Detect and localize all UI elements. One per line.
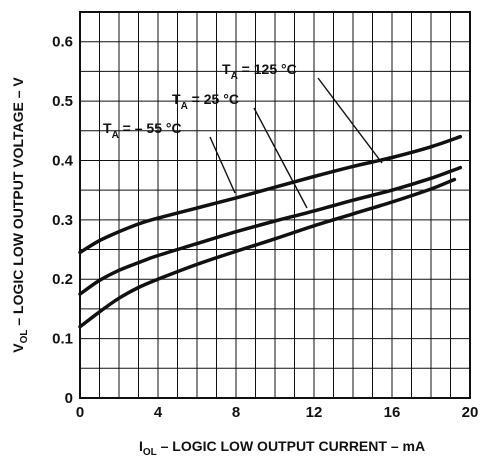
y-axis-title-main: V	[10, 343, 26, 353]
series-annotation-1: TA = 125 °C	[222, 61, 297, 82]
annotation-leader-3	[209, 136, 236, 194]
grid	[79, 11, 471, 399]
x-tick-label: 8	[232, 404, 240, 421]
annotation-leader-1	[317, 77, 383, 164]
x-axis-title-sub: OL	[143, 447, 157, 458]
x-tick-label: 16	[384, 404, 401, 421]
series-layer	[78, 134, 463, 329]
y-tick-label: 0.1	[52, 331, 73, 348]
plot-frame	[79, 11, 471, 399]
x-tick-label: 0	[76, 404, 84, 421]
series-line-2	[78, 165, 463, 296]
y-tick-label: 0.2	[52, 271, 73, 288]
x-tick-label: 4	[154, 404, 163, 421]
x-axis-title-rest: – LOGIC LOW OUTPUT CURRENT – mA	[157, 438, 425, 454]
x-axis-title: IOL – LOGIC LOW OUTPUT CURRENT – mA	[139, 438, 425, 458]
annotation-prefix: T	[222, 61, 231, 77]
annotation-subscript: A	[112, 130, 119, 141]
annotation-rest: = – 55 °C	[119, 120, 182, 136]
series-annotation-2: TA = 25 °C	[172, 91, 239, 112]
series-annotation-3: TA = – 55 °C	[103, 120, 182, 141]
y-tick-label: 0.5	[52, 93, 73, 110]
annotation-rest: = 125 °C	[238, 61, 297, 77]
annotation-leader-2	[253, 107, 308, 209]
series-line-1	[78, 134, 463, 255]
y-axis-title-sub: OL	[19, 330, 30, 344]
annotation-rest: = 25 °C	[188, 91, 239, 107]
series-line-3	[78, 177, 457, 329]
y-axis-title-rest: – LOGIC LOW OUTPUT VOLTAGE – V	[10, 77, 26, 330]
annotation-subscript: A	[231, 71, 238, 82]
ticks: 0 4 8 12 16 20 0 0.1 0.2 0.3 0.4 0.5 0.6	[52, 34, 478, 421]
x-axis-title-main: I	[139, 438, 143, 454]
y-tick-label: 0.4	[52, 152, 74, 169]
y-tick-label: 0.6	[52, 34, 73, 51]
annotation-prefix: T	[103, 120, 112, 136]
x-tick-label: 20	[462, 404, 479, 421]
annotation-subscript: A	[181, 101, 188, 112]
annotation-prefix: T	[172, 91, 181, 107]
y-axis-title: VOL – LOGIC LOW OUTPUT VOLTAGE – V	[10, 77, 30, 353]
annotations: TA = 125 °CTA = 25 °CTA = – 55 °C	[103, 61, 383, 209]
y-tick-label: 0	[65, 390, 73, 407]
y-tick-label: 0.3	[52, 212, 73, 229]
x-tick-label: 12	[306, 404, 323, 421]
